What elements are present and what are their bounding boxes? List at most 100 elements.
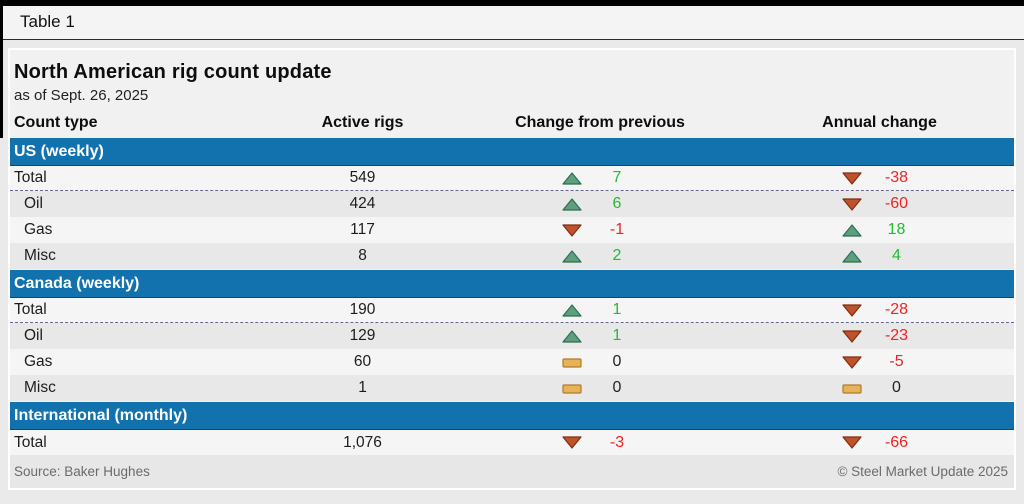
down-triangle-icon [841,329,862,343]
annual-change-cell: -23 [745,327,1014,345]
source-note: Source: Baker Hughes [14,464,150,479]
table-sections: US (weekly) Total 549 7 -38 Oil 424 6 -60 Gas 117-… [10,138,1014,455]
annual-change-cell: -28 [745,301,1014,319]
flat-dash-icon [562,356,582,369]
down-triangle-icon [841,303,862,317]
active-rigs-value: 60 [353,353,372,370]
annual-change-value: -23 [884,327,909,344]
table-row: Total 1,076 -3 -66 [10,429,1014,455]
active-rigs-value: 129 [349,327,376,344]
annual-change-value: 4 [892,247,901,264]
up-triangle-icon [562,171,582,185]
annual-change-cell: 18 [745,221,1014,239]
count-type-label: Total [14,301,47,318]
change-from-previous-cell: 1 [455,301,745,319]
down-triangle-icon [562,436,582,449]
table-row: Gas 117 -1 18 [10,217,1014,243]
annual-change-value: 18 [887,221,906,238]
column-header-row: Count type Active rigs Change from previ… [10,108,1014,137]
up-triangle-icon [562,249,582,263]
active-rigs-value: 8 [358,247,367,264]
count-type-label: Gas [24,353,53,370]
section-header: US (weekly) [10,138,1014,165]
count-type-label: Misc [24,379,56,396]
count-type-label: Oil [24,327,43,344]
annual-change-value: -66 [884,433,909,451]
down-triangle-icon [841,436,862,449]
table-footer: Source: Baker Hughes © Steel Market Upda… [10,455,1014,488]
active-rigs-value: 1,076 [343,433,382,451]
change-from-previous-cell: 0 [455,379,745,397]
change-from-previous-cell: 0 [455,353,745,371]
annual-change-value: 0 [892,379,901,396]
table-row: Misc 1 0 0 [10,375,1014,401]
table-row: Total 190 1 -28 [10,297,1014,323]
change-from-previous-value: 7 [612,169,622,186]
table-row: Oil 129 1 -23 [10,323,1014,349]
down-triangle-icon [841,355,862,369]
left-black-bar [0,0,3,138]
change-from-previous-value: 0 [612,353,622,370]
title-block: North American rig count update as of Se… [10,50,1014,108]
count-type-label: Misc [24,247,56,264]
copyright-note: © Steel Market Update 2025 [837,464,1008,479]
table-number-label: Table 1 [20,12,75,31]
section-header: Canada (weekly) [10,270,1014,297]
document-header: Table 1 [0,0,1024,40]
change-from-previous-cell: -1 [455,221,745,239]
column-header-change-prev: Change from previous [515,114,685,131]
change-from-previous-cell: 1 [455,327,745,345]
annual-change-cell: -60 [745,195,1014,213]
up-triangle-icon [562,329,582,343]
change-from-previous-cell: 2 [455,247,745,265]
change-from-previous-value: 2 [612,247,622,264]
change-from-previous-value: 0 [612,379,622,396]
annual-change-cell: 4 [745,247,1014,265]
down-triangle-icon [841,171,862,185]
count-type-label: Total [14,169,47,186]
column-header-count-type: Count type [14,114,98,131]
table-row: Oil 424 6 -60 [10,191,1014,217]
table-row: Total 549 7 -38 [10,165,1014,191]
count-type-label: Gas [24,221,53,238]
top-black-bar [0,0,1024,6]
change-from-previous-value: 1 [612,327,622,344]
up-triangle-icon [562,197,582,211]
change-from-previous-cell: 6 [455,195,745,213]
flat-dash-icon [562,382,582,395]
active-rigs-value: 549 [349,169,376,186]
column-header-annual: Annual change [822,114,937,131]
as-of-date: as of Sept. 26, 2025 [14,87,149,104]
down-triangle-icon [562,223,582,237]
count-type-label: Oil [24,195,43,212]
section-header: International (monthly) [10,402,1014,429]
annual-change-cell: 0 [745,379,1014,397]
annual-change-cell: -38 [745,169,1014,187]
page-title: North American rig count update [14,61,332,83]
annual-change-value: -38 [884,169,909,186]
table-row: Gas 60 0 -5 [10,349,1014,375]
active-rigs-value: 1 [358,379,367,396]
change-from-previous-value: -3 [609,433,625,451]
column-header-active-rigs: Active rigs [321,114,404,131]
active-rigs-value: 190 [349,301,376,318]
annual-change-cell: -66 [745,434,1014,452]
down-triangle-icon [841,197,862,211]
active-rigs-value: 117 [350,221,375,238]
up-triangle-icon [841,249,862,263]
change-from-previous-cell: -3 [455,434,745,452]
change-from-previous-value: -1 [609,221,625,238]
annual-change-value: -60 [884,195,909,212]
flat-dash-icon [841,382,862,395]
change-from-previous-value: 1 [612,301,622,318]
up-triangle-icon [841,223,862,237]
change-from-previous-cell: 7 [455,169,745,187]
rig-count-table: North American rig count update as of Se… [8,48,1016,490]
up-triangle-icon [562,303,582,317]
active-rigs-value: 424 [349,195,376,212]
annual-change-value: -28 [884,301,909,318]
table-row: Misc 8 2 4 [10,243,1014,269]
annual-change-value: -5 [889,353,904,370]
count-type-label: Total [14,433,47,451]
change-from-previous-value: 6 [612,195,622,212]
